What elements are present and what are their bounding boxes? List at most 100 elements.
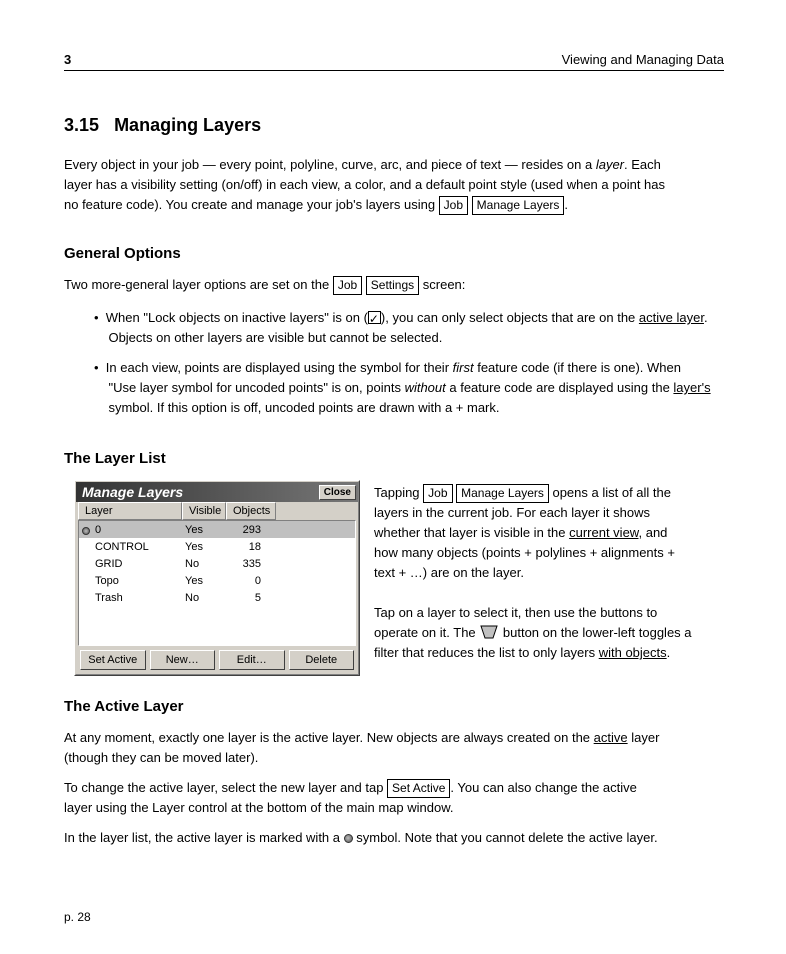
text: , and [638, 525, 667, 540]
text: At any moment, exactly one layer is the … [64, 730, 594, 745]
text: In each view, points are displayed using… [106, 360, 453, 375]
cell-layer: GRID [81, 558, 185, 570]
text: Objects on other layers are visible but … [108, 330, 442, 345]
text: a feature code are displayed using the [446, 380, 674, 395]
text: . [704, 310, 708, 325]
table-header: Layer Visible Objects [78, 502, 356, 520]
text: . Each [624, 157, 661, 172]
text: button on the lower-left toggles a [499, 625, 691, 640]
cell-objects: 293 [227, 524, 269, 536]
text: symbol. Note that you cannot delete the … [353, 830, 658, 845]
col-header-visible[interactable]: Visible [182, 502, 226, 520]
col-header-layer[interactable]: Layer [78, 502, 182, 520]
text-em: without [405, 380, 446, 395]
dialog-titlebar: Manage Layers Close [76, 482, 358, 502]
table-row[interactable]: 0Yes293 [79, 521, 355, 538]
layer-list[interactable]: 0Yes293CONTROLYes18GRIDNo335TopoYes0Tras… [78, 520, 356, 646]
text: Two more-general layer options are set o… [64, 277, 333, 292]
text-em: layer [596, 157, 624, 172]
text: screen: [419, 277, 465, 292]
text: . You can also change the active [450, 780, 636, 795]
layer-list-paragraph-2: Tap on a layer to select it, then use th… [374, 603, 724, 663]
text: operate on it. The [374, 625, 479, 640]
checkbox-checked-icon [368, 311, 381, 324]
cell-layer: Trash [81, 592, 185, 604]
table-row[interactable]: CONTROLYes18 [79, 538, 355, 555]
text: opens a list of all the [549, 485, 671, 500]
active-layer-paragraph-3: In the layer list, the active layer is m… [64, 828, 724, 848]
active-layer-paragraph-2: To change the active layer, select the n… [64, 778, 724, 818]
text: layer [628, 730, 660, 745]
text: layers in the current job. For each laye… [374, 505, 650, 520]
general-options-paragraph: Two more-general layer options are set o… [64, 275, 724, 295]
cell-visible: No [185, 558, 227, 570]
text: Tapping [374, 485, 423, 500]
manage-layers-menu-button[interactable]: Manage Layers [456, 484, 549, 503]
text: symbol. If this option is off, uncoded p… [108, 400, 499, 415]
job-menu-button[interactable]: Job [333, 276, 362, 295]
section-title: Managing Layers [114, 115, 261, 135]
cell-visible: Yes [185, 541, 227, 553]
text-em: first [453, 360, 474, 375]
layer-list-heading: The Layer List [64, 450, 166, 467]
settings-menu-button[interactable]: Settings [366, 276, 419, 295]
chapter-number: 3 [64, 52, 71, 67]
page-number: p. 28 [64, 910, 91, 924]
table-row[interactable]: GRIDNo335 [79, 555, 355, 572]
general-options-heading: General Options [64, 245, 181, 262]
text: In the layer list, the active layer is m… [64, 830, 344, 845]
table-row[interactable]: TrashNo5 [79, 589, 355, 606]
link-active-layer[interactable]: active layer [639, 310, 704, 325]
cell-layer: Topo [81, 575, 185, 587]
cell-visible: Yes [185, 575, 227, 587]
text: whether that layer is visible in the [374, 525, 569, 540]
cell-layer: CONTROL [81, 541, 185, 553]
set-active-button[interactable]: Set Active [80, 650, 146, 670]
job-menu-button[interactable]: Job [439, 196, 468, 215]
text: layer has a visibility setting (on/off) … [64, 177, 665, 192]
intro-paragraph: Every object in your job — every point, … [64, 155, 724, 215]
section-number: 3.15 [64, 115, 99, 135]
close-button[interactable]: Close [319, 485, 356, 500]
edit-button[interactable]: Edit… [219, 650, 285, 670]
text: ), you can only select objects that are … [381, 310, 639, 325]
manage-layers-menu-button[interactable]: Manage Layers [472, 196, 565, 215]
chapter-title: Viewing and Managing Data [562, 52, 724, 67]
text: Every object in your job — every point, … [64, 157, 596, 172]
layer-list-paragraph-1: Tapping Job Manage Layers opens a list o… [374, 483, 724, 583]
link-layers[interactable]: layer's [673, 380, 710, 395]
text: layer using the Layer control at the bot… [64, 800, 454, 815]
text: "Use layer symbol for uncoded points" is… [108, 380, 404, 395]
table-row[interactable]: TopoYes0 [79, 572, 355, 589]
dialog-title: Manage Layers [82, 484, 319, 500]
cell-objects: 5 [227, 592, 269, 604]
link-active[interactable]: active [594, 730, 628, 745]
bullet-1: • When "Lock objects on inactive layers"… [94, 308, 724, 348]
delete-button[interactable]: Delete [289, 650, 355, 670]
cell-objects: 335 [227, 558, 269, 570]
active-marker-icon [344, 834, 353, 843]
active-marker-icon [82, 527, 90, 535]
text: how many objects (points + polylines + a… [374, 545, 675, 560]
set-active-button-inline[interactable]: Set Active [387, 779, 450, 798]
cell-objects: 18 [227, 541, 269, 553]
cell-visible: No [185, 592, 227, 604]
filter-icon [479, 624, 499, 640]
dialog-button-row: Set Active New… Edit… Delete [76, 646, 358, 674]
link-with-objects[interactable]: with objects [599, 645, 667, 660]
link-current-view[interactable]: current view [569, 525, 638, 540]
cell-visible: Yes [185, 524, 227, 536]
new-button[interactable]: New… [150, 650, 216, 670]
job-menu-button[interactable]: Job [423, 484, 452, 503]
text: text + …) are on the layer. [374, 565, 524, 580]
text: feature code (if there is one). When [474, 360, 681, 375]
text: no feature code). You create and manage … [64, 197, 439, 212]
text: To change the active layer, select the n… [64, 780, 387, 795]
active-layer-heading: The Active Layer [64, 698, 184, 715]
col-header-objects[interactable]: Objects [226, 502, 276, 520]
text: . [564, 197, 568, 212]
manage-layers-dialog: Manage Layers Close Layer Visible Object… [74, 480, 360, 676]
text: When "Lock objects on inactive layers" i… [106, 310, 368, 325]
text: (though they can be moved later). [64, 750, 258, 765]
cell-layer: 0 [81, 524, 185, 536]
